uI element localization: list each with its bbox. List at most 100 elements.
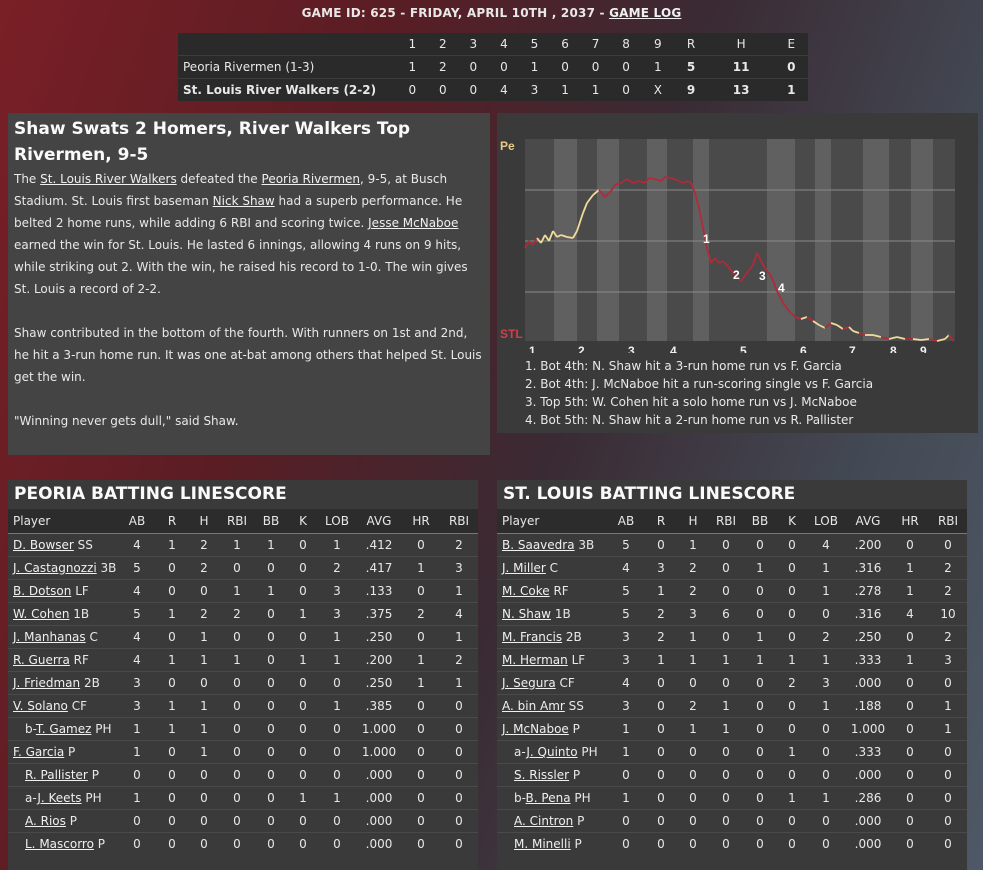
sub-prefix: b- [514, 791, 526, 805]
linescore-cell: 0 [610, 78, 642, 101]
player-link[interactable]: A. Rios [25, 814, 66, 828]
stat-cell: 0 [402, 533, 440, 557]
column-header: RBI [220, 509, 254, 534]
linescore-cell: 11 [707, 55, 775, 79]
stat-cell: 0 [743, 832, 777, 855]
stat-cell: 0 [254, 671, 288, 695]
player-cell: M. Coke RF [497, 579, 607, 603]
player-link[interactable]: M. Coke [502, 584, 550, 598]
player-link[interactable]: N. Shaw [502, 607, 551, 621]
stat-cell: 1 [288, 602, 318, 626]
player-link[interactable]: B. Dotson [13, 584, 72, 598]
stat-cell: 0 [254, 740, 288, 764]
game-log-link[interactable]: GAME LOG [609, 6, 682, 20]
player-link[interactable]: J. Quinto [526, 745, 578, 759]
player-link[interactable]: R. Guerra [13, 653, 70, 667]
stat-cell: 1 [929, 717, 967, 741]
stlouis-batting-table: Player AB R H RBI BB K LOB AVG HR RBI B. Saavedra … [497, 509, 967, 855]
stat-cell: 0 [709, 786, 743, 810]
linescore-cell: 1 [397, 55, 428, 79]
note-item: 3. Top 5th: W. Cohen hit a solo home run… [525, 395, 857, 409]
recap-link[interactable]: Nick Shaw [212, 194, 275, 208]
batter-row: F. Garcia P 1 0 1 0 0 0 0 1.000 0 0 [8, 740, 478, 764]
batter-row: J. McNaboe P 1 0 1 1 0 0 0 1.000 0 1 [497, 717, 967, 741]
stat-cell: 1 [156, 717, 188, 741]
player-link[interactable]: L. Mascorro [25, 837, 94, 851]
stat-cell: 0 [402, 832, 440, 855]
player-link[interactable]: S. Rissler [514, 768, 570, 782]
player-cell: J. Friedman 2B [8, 671, 118, 695]
stat-cell: 0 [440, 763, 478, 787]
recap-link[interactable]: Jesse McNaboe [368, 216, 459, 230]
game-linescore: 1 2 3 4 5 6 7 8 9 R H E Peoria Rivermen … [178, 33, 808, 101]
player-link[interactable]: J. McNaboe [502, 722, 569, 736]
player-link[interactable]: J. Castagnozzi [13, 561, 97, 575]
game-header-text: GAME ID: 625 - FRIDAY, APRIL 10TH , 2037… [301, 6, 610, 20]
stlouis-batting-box: ST. LOUIS BATTING LINESCORE Player AB R H RB… [497, 480, 967, 870]
stat-cell: 0 [645, 740, 677, 764]
linescore-cell: 9 [674, 78, 708, 101]
stat-cell: 0 [891, 694, 929, 718]
column-header: HR [891, 509, 929, 534]
stat-cell: .000 [845, 809, 891, 833]
linescore-col: 5 [530, 37, 539, 51]
player-link[interactable]: V. Solano [13, 699, 68, 713]
stat-cell: 1.000 [845, 717, 891, 741]
stat-cell: 3 [318, 602, 356, 626]
player-cell: S. Rissler P [497, 763, 607, 787]
player-link[interactable]: B. Saavedra [502, 538, 575, 552]
player-link[interactable]: A. Cintron [514, 814, 574, 828]
player-link[interactable]: D. Bowser [13, 538, 74, 552]
player-link[interactable]: A. bin Amr [502, 699, 565, 713]
column-header: HR [402, 509, 440, 534]
stat-cell: 1 [807, 694, 845, 718]
linescore-col: H [736, 37, 746, 51]
stat-cell: 2 [188, 602, 220, 626]
stat-cell: 1 [318, 533, 356, 557]
player-link[interactable]: B. Pena [525, 791, 571, 805]
player-link[interactable]: M. Minelli [514, 837, 571, 851]
player-link[interactable]: J. Friedman [13, 676, 81, 690]
stat-cell: 0 [677, 671, 709, 695]
stat-cell: 0 [402, 740, 440, 764]
player-position: CF [71, 699, 87, 713]
player-link[interactable]: J. Keets [37, 791, 82, 805]
stat-cell: 0 [254, 648, 288, 672]
player-cell: A. Cintron P [497, 809, 607, 833]
stat-cell: 0 [220, 717, 254, 741]
stat-cell: 1 [440, 579, 478, 603]
player-position: C [549, 561, 559, 575]
player-link[interactable]: J. Segura [502, 676, 556, 690]
player-link[interactable]: T. Gamez [35, 722, 92, 736]
stat-cell: 0 [188, 786, 220, 810]
stat-cell: 1 [677, 625, 709, 649]
batter-row: M. Coke RF 5 1 2 0 0 0 1.278 1 2 [497, 579, 967, 603]
stat-cell: 1 [440, 625, 478, 649]
recap-link[interactable]: St. Louis River Walkers [40, 172, 177, 186]
stat-cell: 0 [777, 533, 807, 557]
player-position: RF [73, 653, 89, 667]
stat-cell: 0 [807, 740, 845, 764]
stat-cell: 0 [929, 786, 967, 810]
inning-label: 6 [800, 344, 807, 353]
stat-cell: 2 [677, 579, 709, 603]
stat-cell: 5 [607, 602, 645, 626]
linescore-cell: 0 [427, 78, 459, 101]
recap-link[interactable]: Peoria Rivermen [261, 172, 361, 186]
player-cell: a-J. Quinto PH [497, 740, 607, 764]
stat-cell: 0 [709, 740, 743, 764]
player-link[interactable]: M. Herman [502, 653, 568, 667]
player-link[interactable]: R. Pallister [25, 768, 88, 782]
stat-cell: 1 [402, 556, 440, 580]
player-link[interactable]: J. Miller [502, 561, 546, 575]
stat-cell: 0 [709, 533, 743, 557]
stat-cell: 0 [254, 763, 288, 787]
player-link[interactable]: M. Francis [502, 630, 563, 644]
player-link[interactable]: F. Garcia [13, 745, 65, 759]
stat-cell: 0 [743, 786, 777, 810]
stat-cell: 4 [440, 602, 478, 626]
linescore-row-peoria: Peoria Rivermen (1-3) 1 2 0 0 1 0 0 0 1 … [178, 55, 808, 79]
stat-cell: 0 [288, 740, 318, 764]
player-link[interactable]: W. Cohen [13, 607, 70, 621]
player-link[interactable]: J. Manhanas [13, 630, 86, 644]
